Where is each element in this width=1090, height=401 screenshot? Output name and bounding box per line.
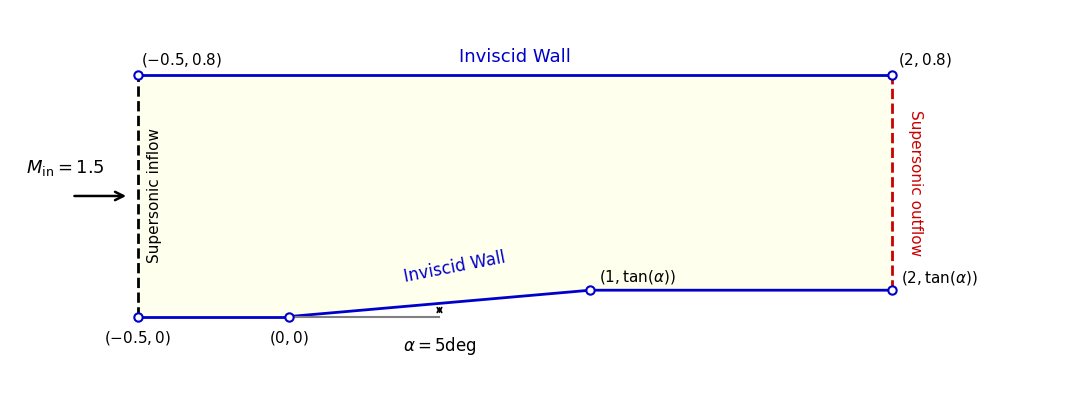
Text: $(2, \tan(\alpha))$: $(2, \tan(\alpha))$ xyxy=(900,269,978,287)
Polygon shape xyxy=(138,75,892,316)
Text: $(0, 0)$: $(0, 0)$ xyxy=(269,329,308,346)
Text: $\alpha = 5$deg: $\alpha = 5$deg xyxy=(402,335,476,356)
Text: $(2, 0.8)$: $(2, 0.8)$ xyxy=(898,51,952,69)
Text: Supersonic inflow: Supersonic inflow xyxy=(147,128,162,263)
Text: Inviscid Wall: Inviscid Wall xyxy=(402,248,507,286)
Text: $(1, \tan(\alpha))$: $(1, \tan(\alpha))$ xyxy=(600,268,676,286)
Text: $(-0.5, 0)$: $(-0.5, 0)$ xyxy=(105,329,171,346)
Text: Inviscid Wall: Inviscid Wall xyxy=(459,49,571,66)
Text: $(-0.5, 0.8)$: $(-0.5, 0.8)$ xyxy=(141,51,222,69)
Text: Supersonic outflow: Supersonic outflow xyxy=(908,110,923,256)
Text: $M_{\mathrm{in}} = 1.5$: $M_{\mathrm{in}} = 1.5$ xyxy=(26,158,105,178)
